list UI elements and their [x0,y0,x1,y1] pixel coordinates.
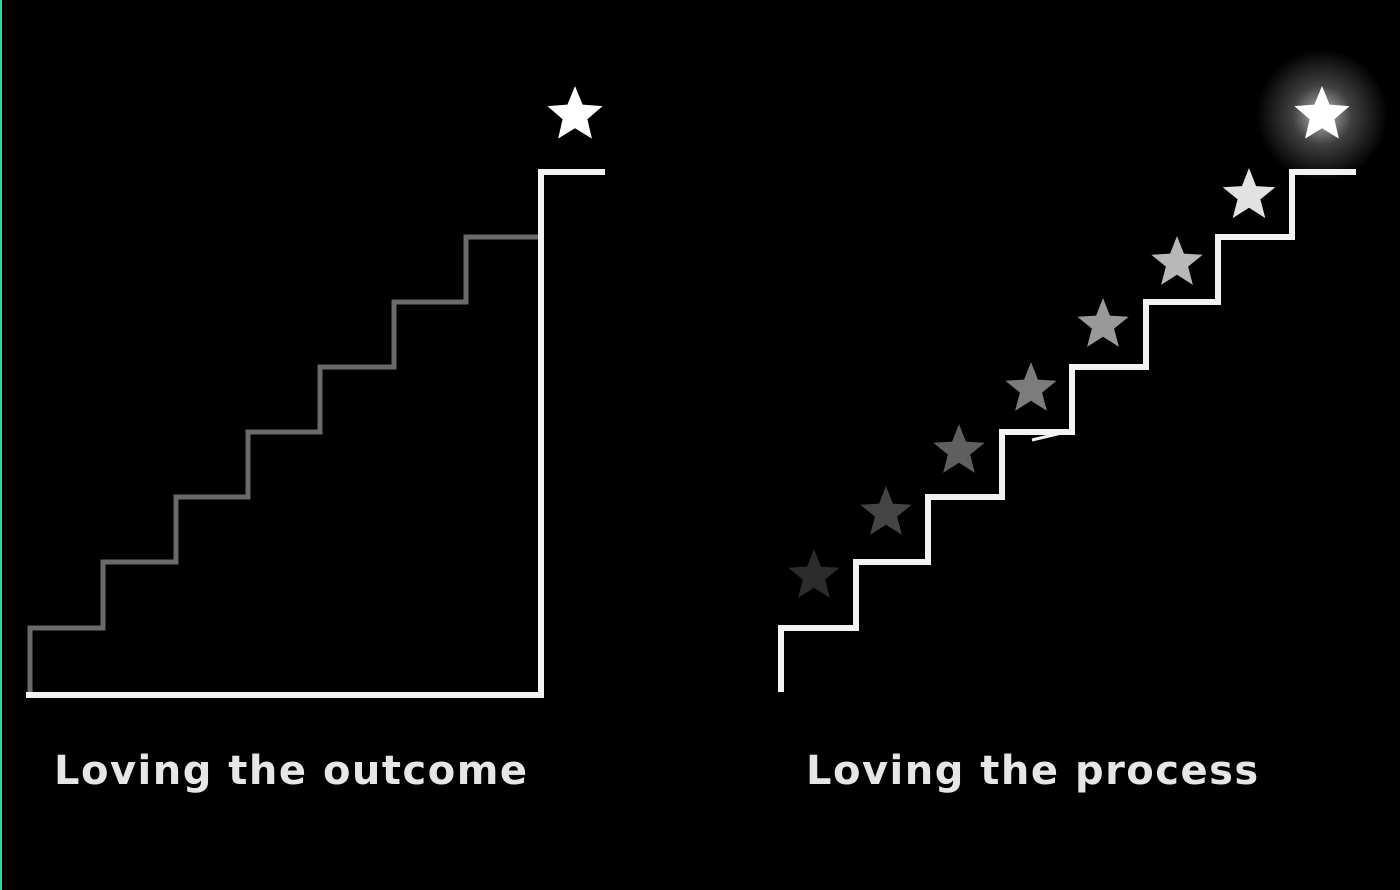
process-caption: Loving the process [806,748,1260,794]
process-staircase [778,169,1356,692]
milestone-star-icon-3 [933,424,985,473]
process-panel [778,49,1388,692]
outcome-dim-staircase [27,234,540,695]
outcome-panel [26,86,605,698]
left-edge-accent [0,0,2,890]
milestone-star-icon-2 [860,486,912,535]
milestone-star-icon-4 [1005,362,1057,411]
milestone-star-icon-6 [1151,236,1203,285]
outcome-caption: Loving the outcome [54,748,529,794]
process-step-glitch [1031,429,1071,442]
process-goal-star-icon [1294,86,1350,139]
milestone-star-icon-7 [1222,168,1276,219]
milestone-star-icon-1 [788,549,840,598]
outcome-bright-path [26,169,605,698]
milestone-star-icon-5 [1077,298,1129,347]
outcome-goal-star-icon [547,86,603,139]
